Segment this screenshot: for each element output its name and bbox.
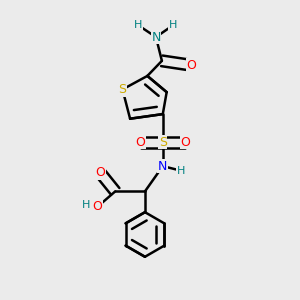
Text: N: N [158,160,167,172]
Text: H: H [169,20,177,30]
Text: H: H [82,200,90,210]
Text: O: O [92,200,102,213]
Text: N: N [151,31,160,44]
Text: H: H [134,20,142,30]
Text: O: O [180,136,190,149]
Text: H: H [176,166,185,176]
Text: O: O [187,59,196,72]
Text: O: O [95,167,105,179]
Text: S: S [159,136,167,149]
Text: O: O [136,136,146,149]
Text: S: S [118,83,127,96]
